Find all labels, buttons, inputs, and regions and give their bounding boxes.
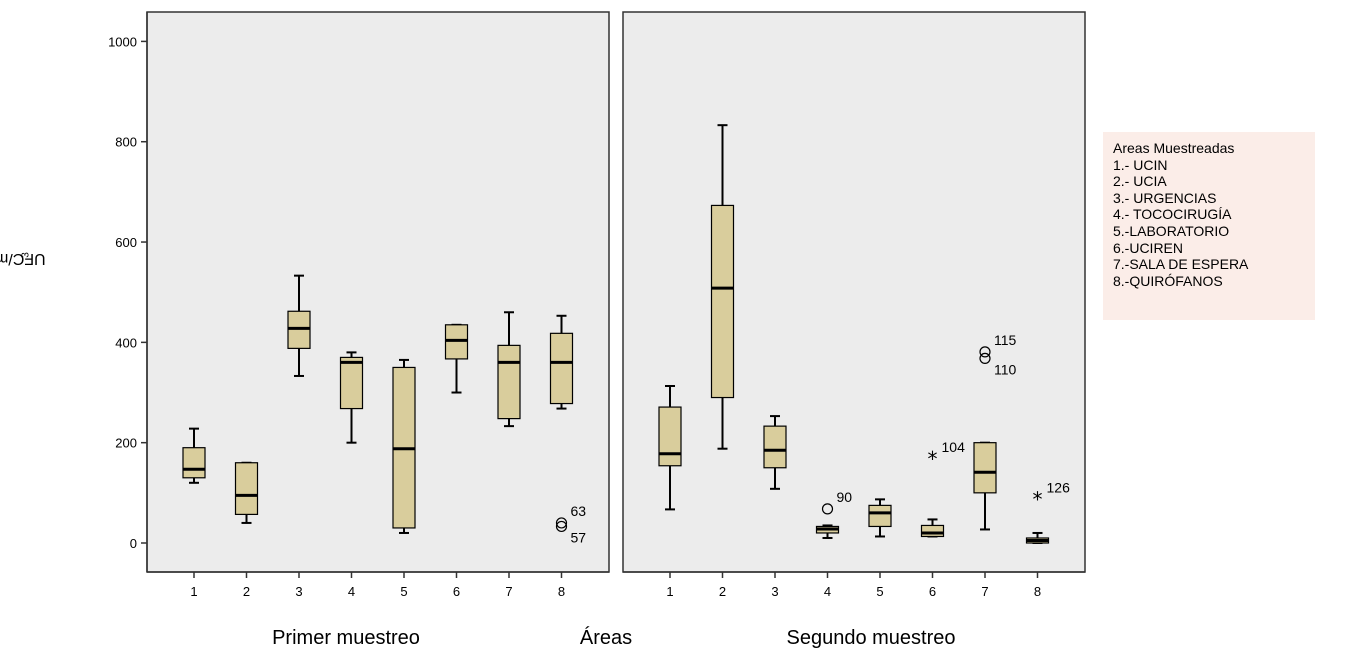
x-axis-ticks: 1 2 3 4 5 6 7 8 1 2 3 4 5 6 7 8 bbox=[147, 571, 1085, 599]
x-tick-label: 6 bbox=[453, 584, 460, 599]
box-area-4 bbox=[339, 351, 364, 444]
outlier-circle bbox=[555, 517, 568, 529]
box-iqr bbox=[710, 204, 735, 399]
outlier-label: 126 bbox=[1047, 479, 1071, 495]
x-tick-label: 8 bbox=[558, 584, 565, 599]
y-tick-label: 1000 bbox=[108, 34, 137, 49]
outlier-label: 63 bbox=[571, 503, 587, 519]
outlier-star: * bbox=[928, 447, 938, 471]
x-tick-label: 1 bbox=[666, 584, 673, 599]
box-iqr bbox=[497, 344, 521, 420]
outlier-label: 104 bbox=[942, 439, 966, 455]
x-tick-label: 2 bbox=[719, 584, 726, 599]
box-area-3 bbox=[287, 274, 311, 377]
box-area-1 bbox=[658, 384, 682, 511]
outlier-circle bbox=[821, 503, 834, 515]
legend-item-1: 1.- UCIN bbox=[1113, 156, 1168, 173]
y-tick-label: 800 bbox=[115, 135, 137, 150]
outlier-label: 110 bbox=[994, 361, 1017, 377]
box-area-5 bbox=[392, 358, 416, 534]
y-tick-label: 400 bbox=[115, 335, 137, 350]
box-iqr bbox=[444, 324, 469, 360]
y-axis: 0 200 400 600 800 1000 bbox=[108, 34, 147, 551]
box-iqr bbox=[973, 442, 997, 494]
y-tick-label: 200 bbox=[115, 436, 137, 451]
box-area-5 bbox=[868, 498, 892, 538]
x-tick-label: 3 bbox=[295, 584, 302, 599]
box-area-8: * 126 bbox=[1025, 479, 1071, 544]
legend-item-3: 3.- URGENCIAS bbox=[1113, 189, 1217, 206]
box-area-2 bbox=[710, 124, 735, 450]
x-tick-label: 6 bbox=[929, 584, 936, 599]
legend: Areas Muestreadas 1.- UCIN 2.- UCIA 3.- … bbox=[1103, 132, 1315, 320]
box-area-3 bbox=[763, 415, 787, 490]
x-axis-label: Áreas bbox=[579, 627, 633, 649]
x-tick-label: 8 bbox=[1034, 584, 1041, 599]
y-tick-label: 0 bbox=[130, 536, 137, 551]
legend-item-4: 4.- TOCOCIRUGÍA bbox=[1113, 206, 1232, 223]
legend-item-6: 6.-UCIREN bbox=[1113, 239, 1184, 256]
panel-2-title: Segundo muestreo bbox=[786, 627, 956, 649]
outlier-label: 57 bbox=[571, 529, 587, 545]
x-tick-label: 5 bbox=[876, 584, 883, 599]
box-area-8: 63 57 bbox=[549, 314, 587, 545]
box-area-7 bbox=[497, 311, 521, 428]
outlier-label: 115 bbox=[994, 332, 1017, 348]
x-tick-label: 7 bbox=[981, 584, 988, 599]
outlier-circle bbox=[979, 352, 991, 365]
legend-item-2: 2.- UCIA bbox=[1113, 173, 1167, 190]
x-tick-label: 1 bbox=[190, 584, 197, 599]
box-area-6: * 104 bbox=[920, 439, 966, 538]
box-area-4: 90 bbox=[815, 489, 853, 539]
box-iqr bbox=[287, 310, 311, 349]
box-iqr bbox=[868, 504, 892, 528]
x-tick-label: 2 bbox=[243, 584, 250, 599]
outlier-circle bbox=[555, 520, 568, 533]
legend-title: Areas Muestreadas bbox=[1113, 140, 1235, 156]
panel-2-background bbox=[622, 11, 1086, 573]
x-tick-label: 7 bbox=[505, 584, 512, 599]
x-tick-label: 4 bbox=[348, 584, 355, 599]
panel-1-title: Primer muestreo bbox=[272, 627, 420, 649]
box-iqr bbox=[763, 425, 787, 469]
legend-item-7: 7.-SALA DE ESPERA bbox=[1113, 256, 1249, 273]
box-iqr bbox=[182, 447, 206, 479]
legend-item-8: 8.-QUIRÓFANOS bbox=[1113, 272, 1223, 289]
box-iqr bbox=[234, 462, 259, 516]
outlier-star: * bbox=[1033, 487, 1043, 511]
x-tick-label: 3 bbox=[771, 584, 778, 599]
outlier-circle bbox=[979, 346, 991, 358]
box-iqr bbox=[549, 332, 574, 405]
x-tick-label: 4 bbox=[824, 584, 831, 599]
box-area-7: 115 110 bbox=[973, 332, 1017, 531]
legend-item-5: 5.-LABORATORIO bbox=[1113, 222, 1230, 239]
box-area-1 bbox=[182, 427, 206, 484]
box-iqr bbox=[339, 356, 364, 410]
outlier-label: 90 bbox=[837, 489, 853, 505]
x-tick-label: 5 bbox=[400, 584, 407, 599]
box-area-6 bbox=[444, 323, 469, 394]
box-iqr bbox=[658, 406, 682, 467]
box-iqr bbox=[920, 524, 945, 538]
box-area-2 bbox=[234, 461, 259, 524]
panel-1-background bbox=[146, 11, 610, 573]
y-tick-label: 600 bbox=[115, 235, 137, 250]
